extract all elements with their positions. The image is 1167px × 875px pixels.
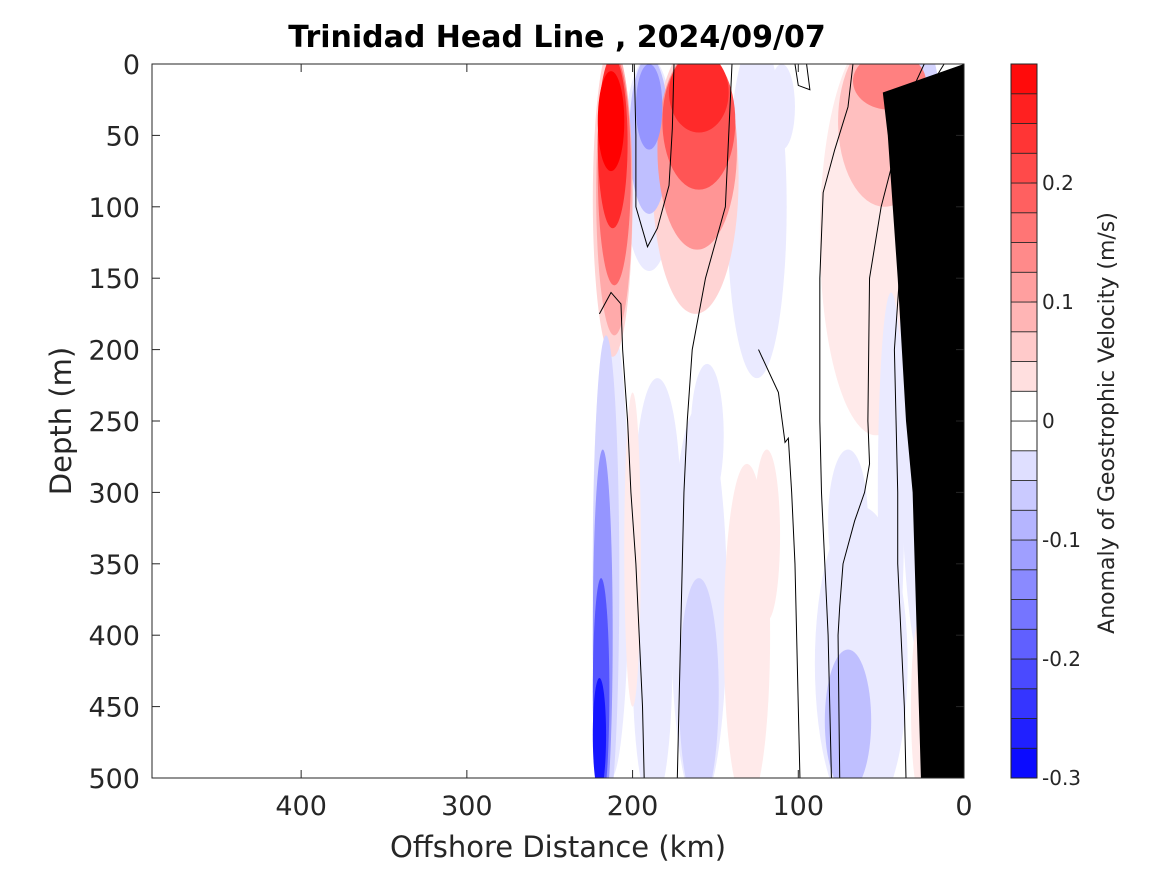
colorbar-segment <box>1010 301 1038 333</box>
colorbar-segment <box>1010 747 1038 779</box>
x-tick-label: 300 <box>441 791 493 822</box>
colorbar-segment <box>1010 123 1038 154</box>
positive-anomaly-patch <box>669 64 729 133</box>
negative-anomaly-patch <box>634 378 681 636</box>
negative-anomaly-patch <box>690 363 724 507</box>
positive-anomaly-patch <box>753 449 781 621</box>
x-tick-label: 100 <box>773 791 825 822</box>
x-tick-label: 0 <box>955 791 972 822</box>
colorbar-segment <box>1010 93 1038 124</box>
zero-contour-line <box>758 349 801 778</box>
colorbar-segment <box>1010 242 1038 273</box>
colorbar-tick-label: -0.3 <box>1042 766 1081 790</box>
chart-title: Trinidad Head Line , 2024/09/07 <box>288 20 825 55</box>
y-axis-label: Depth (m) <box>44 347 78 495</box>
zero-contour-line <box>819 64 854 778</box>
colorbar-segment <box>1010 628 1038 660</box>
colorbar-segment <box>1010 688 1038 719</box>
colorbar-segment <box>1010 658 1038 690</box>
colorbar-tick-label: 0.2 <box>1042 171 1074 195</box>
colorbar-tick-label: 0 <box>1042 409 1055 433</box>
y-tick-label: 50 <box>106 121 140 152</box>
colorbar-segment <box>1010 271 1038 303</box>
colorbar-segment <box>1010 361 1038 392</box>
negative-anomaly-patch <box>824 649 872 778</box>
negative-anomaly-patch <box>678 578 719 778</box>
zero-contour-line <box>676 64 733 778</box>
bathymetry <box>882 64 964 778</box>
colorbar-segment <box>1010 420 1038 452</box>
colorbar-segment <box>1010 390 1038 422</box>
negative-anomaly-patch <box>727 64 787 379</box>
colorbar: 0.2 0.1 0 -0.1 -0.2 -0.3 <box>1010 63 1081 790</box>
negative-anomaly-patch <box>828 449 868 593</box>
colorbar-tick-label: -0.2 <box>1042 647 1081 671</box>
negative-anomaly-patch <box>592 678 607 778</box>
colorbar-segment <box>1010 182 1038 214</box>
colorbar-segment <box>1010 599 1038 630</box>
colorbar-segment <box>1010 569 1038 600</box>
y-tick-label: 450 <box>88 693 140 724</box>
colorbar-segment <box>1010 718 1038 749</box>
y-tick-label: 100 <box>88 193 140 224</box>
colorbar-tick-label: 0.1 <box>1042 290 1074 314</box>
colorbar-segment <box>1010 331 1038 362</box>
x-axis-label: Offshore Distance (km) <box>390 830 726 864</box>
colorbar-segment <box>1010 63 1038 95</box>
colorbar-tick-label: -0.1 <box>1042 528 1081 552</box>
y-tick-label: 300 <box>88 478 140 509</box>
x-axis: 400 300 200 100 0 <box>275 64 973 822</box>
colorbar-segment <box>1010 539 1038 571</box>
negative-anomaly-patch <box>877 292 905 693</box>
y-tick-label: 250 <box>88 407 140 438</box>
y-tick-label: 500 <box>88 764 140 795</box>
y-tick-label: 400 <box>88 621 140 652</box>
colorbar-segment <box>1010 152 1038 184</box>
positive-anomaly-patch <box>597 71 625 172</box>
colorbar-label: Anomaly of Geostrophic Velocity (m/s) <box>1095 212 1120 634</box>
y-tick-label: 350 <box>88 550 140 581</box>
y-tick-label: 200 <box>88 336 140 367</box>
zero-contours <box>598 64 945 778</box>
y-tick-label: 150 <box>88 264 140 295</box>
colorbar-segment <box>1010 450 1038 481</box>
y-axis: 0 50 100 150 200 250 300 350 400 450 500 <box>88 50 964 795</box>
zero-contour-line <box>598 291 645 778</box>
colorbar-segment <box>1010 212 1038 243</box>
seafloor-shape <box>882 64 964 778</box>
y-tick-label: 0 <box>123 50 140 81</box>
negative-anomaly-patch <box>635 64 663 150</box>
negative-anomaly-patch <box>768 64 795 150</box>
colorbar-segment <box>1010 480 1038 511</box>
colorbar-segment <box>1010 509 1038 541</box>
x-tick-label: 200 <box>607 791 659 822</box>
zero-contour-line <box>633 64 675 249</box>
zero-contour-line <box>794 64 811 91</box>
x-tick-label: 400 <box>275 791 327 822</box>
positive-anomaly-patch <box>624 392 641 707</box>
